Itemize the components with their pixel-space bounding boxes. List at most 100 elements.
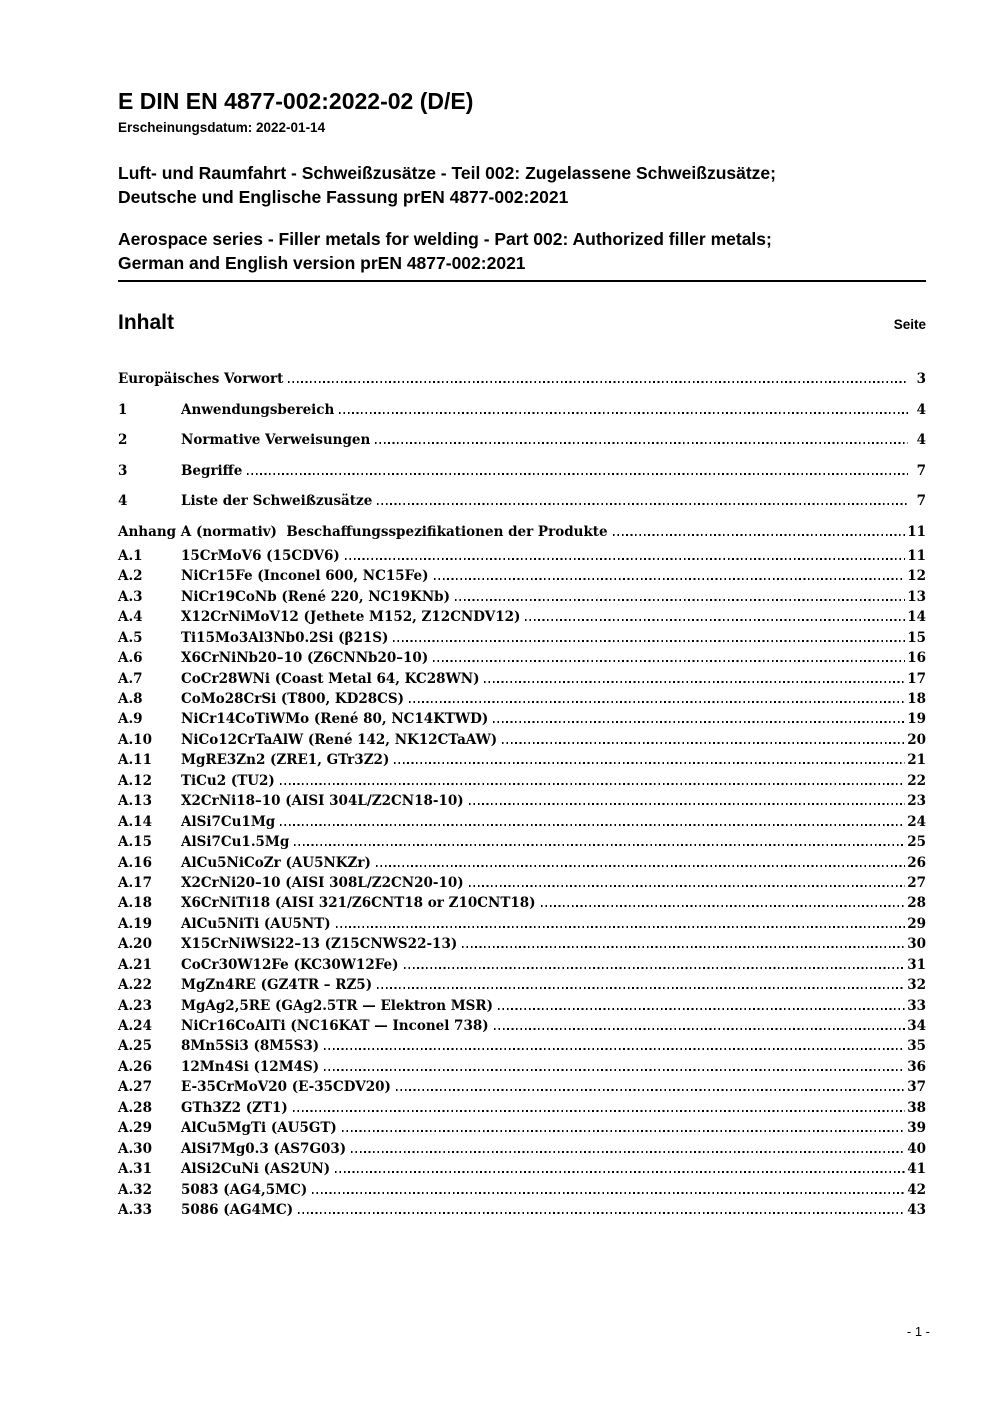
toc-entry-page: 38 xyxy=(907,1099,926,1116)
toc-entry-title: X2CrNi20–10 (AISI 308L/Z2CN20-10) xyxy=(181,874,464,891)
toc-entry-number: A.14 xyxy=(118,813,152,830)
toc-entry: A.15 AlSi7Cu1.5Mg 25 xyxy=(118,832,926,852)
toc-entry-page: 12 xyxy=(907,568,926,585)
toc-entry: A.26 12Mn4Si (12M4S) 36 xyxy=(118,1057,926,1077)
toc-entry-title: GTh3Z2 (ZT1) xyxy=(181,1099,288,1116)
toc-entry-title: Ti15Mo3Al3Nb0.2Si (β21S) xyxy=(181,629,389,646)
toc-entry-page: 18 xyxy=(907,691,926,708)
toc-entry-page: 30 xyxy=(907,936,926,953)
toc-entry: A.7 CoCr28WNi (Coast Metal 64, KC28WN) 17 xyxy=(118,669,926,689)
german-title-line1: Luft- und Raumfahrt - Schweißzusätze - T… xyxy=(118,163,776,183)
toc-entry-number: A.13 xyxy=(118,793,152,810)
toc-entry-page: 28 xyxy=(907,895,926,912)
toc-entry: A.32 5083 (AG4,5MC) 42 xyxy=(118,1180,926,1200)
toc-entry: 1 Anwendungsbereich 4 xyxy=(118,394,926,425)
toc-dot-leader xyxy=(612,533,906,536)
document-title: E DIN EN 4877-002:2022-02 (D/E) xyxy=(118,88,474,114)
toc-dot-leader xyxy=(280,823,906,826)
toc-entry-number: A.16 xyxy=(118,854,152,871)
toc-dot-leader xyxy=(525,619,906,622)
toc-dot-leader xyxy=(324,1048,906,1051)
toc-dot-leader xyxy=(294,844,906,847)
toc-entry-page: 41 xyxy=(907,1161,926,1178)
toc-section-list: Europäisches Vorwort 3 1 Anwendungsbereich 4… xyxy=(118,363,926,516)
toc-entry: A.3 NiCr19CoNb (René 220, NC19KNb) 13 xyxy=(118,587,926,607)
toc-entry-title: NiCr15Fe (Inconel 600, NC15Fe) xyxy=(181,568,429,585)
toc-entry-title: X12CrNiMoV12 (Jethete M152, Z12CNDV12) xyxy=(181,609,521,626)
toc-entry-page: 25 xyxy=(907,834,926,851)
toc-entry-number: 4 xyxy=(118,493,128,510)
toc-dot-leader xyxy=(377,987,906,990)
toc-entry-page: 40 xyxy=(907,1140,926,1157)
toc-entry: A.8 CoMo28CrSi (T800, KD28CS) 18 xyxy=(118,689,926,709)
toc-entry-page: 39 xyxy=(907,1120,926,1137)
toc-entry-title: AlSi2CuNi (AS2UN) xyxy=(181,1161,331,1178)
toc-entry-number: A.2 xyxy=(118,568,143,585)
english-title-line2: German and English version prEN 4877-002… xyxy=(118,253,526,273)
toc-entry-page: 20 xyxy=(907,731,926,748)
toc-entry-title: AlCu5NiTi (AU5NT) xyxy=(181,915,331,932)
horizontal-rule xyxy=(118,280,926,282)
german-title: Luft- und Raumfahrt - Schweißzusätze - T… xyxy=(118,161,926,209)
toc-dot-leader xyxy=(484,680,906,683)
toc-entry-title: TiCu2 (TU2) xyxy=(181,772,275,789)
german-title-line2: Deutsche und Englische Fassung prEN 4877… xyxy=(118,187,569,207)
toc-dot-leader xyxy=(324,1068,906,1071)
toc-entry: A.2 NiCr15Fe (Inconel 600, NC15Fe) 12 xyxy=(118,566,926,586)
toc-entry: A.9 NiCr14CoTiWMo (René 80, NC14KTWD) 19 xyxy=(118,709,926,729)
toc-entry: 4 Liste der Schweißzusätze 7 xyxy=(118,485,926,516)
toc-entry-page: 19 xyxy=(907,711,926,728)
toc-entry: A.23 MgAg2,5RE (GAg2.5TR — Elektron MSR) 3… xyxy=(118,996,926,1016)
toc-page-column-label: Seite xyxy=(893,317,926,332)
toc-entry-page: 17 xyxy=(907,670,926,687)
toc-entry-page: 7 xyxy=(916,493,926,510)
toc-entry-title: AlCu5MgTi (AU5GT) xyxy=(181,1120,337,1137)
toc-dot-leader xyxy=(375,864,906,867)
toc-entry: A.31 AlSi2CuNi (AS2UN) 41 xyxy=(118,1159,926,1179)
toc-dot-leader xyxy=(375,442,908,445)
toc-entry-page: 42 xyxy=(907,1181,926,1198)
toc-entry-page: 16 xyxy=(907,650,926,667)
toc-entry-page: 4 xyxy=(916,432,926,449)
toc-entry-number: A.19 xyxy=(118,915,152,932)
toc-entry-number: A.33 xyxy=(118,1201,152,1218)
toc-entry-title: 12Mn4Si (12M4S) xyxy=(181,1058,320,1075)
toc-entry-page: 36 xyxy=(907,1058,926,1075)
toc-entry: A.13 X2CrNi18–10 (AISI 304L/Z2CN18-10) 23 xyxy=(118,791,926,811)
toc-entry-number: A.4 xyxy=(118,609,143,626)
toc-entry-number: A.17 xyxy=(118,874,152,891)
toc-entry-page: 11 xyxy=(907,547,926,564)
toc-entry-title: X2CrNi18–10 (AISI 304L/Z2CN18-10) xyxy=(181,793,464,810)
toc-entry: A.4 X12CrNiMoV12 (Jethete M152, Z12CNDV12… xyxy=(118,607,926,627)
toc-entry-page: 7 xyxy=(916,462,926,479)
toc-entry-title: CoMo28CrSi (T800, KD28CS) xyxy=(181,691,405,708)
toc-annex-list: Anhang A (normativ) Beschaffungsspezifik… xyxy=(118,516,926,1220)
toc-entry-number: A.22 xyxy=(118,977,152,994)
toc-entry-title: AlCu5NiCoZr (AU5NKZr) xyxy=(181,854,371,871)
toc-entry: A.33 5086 (AG4MC) 43 xyxy=(118,1200,926,1220)
toc-entry: A.30 AlSi7Mg0.3 (AS7G03) 40 xyxy=(118,1139,926,1159)
toc-entry-title: 8Mn5Si3 (8M5S3) xyxy=(181,1038,320,1055)
toc-entry: A.22 MgZn4RE (GZ4TR – RZ5) 32 xyxy=(118,975,926,995)
toc-entry-title: 5083 (AG4,5MC) xyxy=(181,1181,308,1198)
toc-entry-title: NiCr14CoTiWMo (René 80, NC14KTWD) xyxy=(181,711,489,728)
toc-entry-number: A.18 xyxy=(118,895,152,912)
toc-entry-number: A.3 xyxy=(118,588,143,605)
toc-entry-title: 5086 (AG4MC) xyxy=(181,1201,294,1218)
toc-dot-leader xyxy=(403,966,906,969)
toc-entry: A.27 E-35CrMoV20 (E-35CDV20) 37 xyxy=(118,1077,926,1097)
toc-entry-title: Anhang A (normativ) Beschaffungsspezifik… xyxy=(118,523,608,540)
toc-entry: A.1 15CrMoV6 (15CDV6) 11 xyxy=(118,546,926,566)
page-footer-number: - 1 - xyxy=(906,1324,930,1339)
toc-dot-leader xyxy=(409,701,906,704)
toc-entry-title: MgAg2,5RE (GAg2.5TR — Elektron MSR) xyxy=(181,997,494,1014)
toc-entry-title: MgRE3Zn2 (ZRE1, GTr3Z2) xyxy=(181,752,390,769)
toc-entry-title: CoCr30W12Fe (KC30W12Fe) xyxy=(181,956,399,973)
toc-entry: A.21 CoCr30W12Fe (KC30W12Fe) 31 xyxy=(118,955,926,975)
toc-heading: Inhalt xyxy=(118,311,174,334)
toc-entry-page: 29 xyxy=(907,915,926,932)
toc-dot-leader xyxy=(335,1171,906,1174)
toc-entry-page: 24 xyxy=(907,813,926,830)
toc-entry-title: Begriffe xyxy=(181,462,243,479)
toc-entry-number: A.32 xyxy=(118,1181,152,1198)
